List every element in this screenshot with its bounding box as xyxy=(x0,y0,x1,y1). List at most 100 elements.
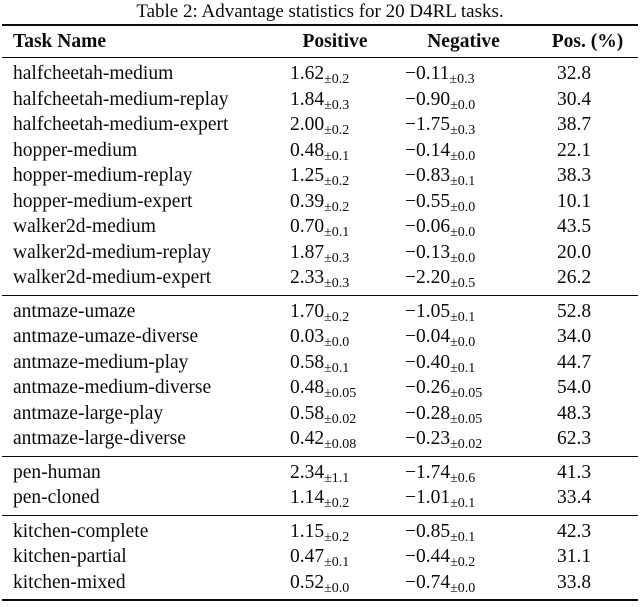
negative-value-cell: −0.55±0.0 xyxy=(390,189,537,215)
column-header-positive: Positive xyxy=(280,25,390,58)
mean-value: 0.42 xyxy=(290,428,325,449)
mean-value: 1.15 xyxy=(290,520,325,542)
positive-value-cell: 1.87±0.3 xyxy=(280,240,390,266)
table-caption: Table 2: Advantage statistics for 20 D4R… xyxy=(136,1,504,22)
table-row: kitchen-partial 0.47±0.1 −0.44±0.2 31.1 xyxy=(2,544,638,570)
positive-percent-cell: 48.3 xyxy=(557,402,592,424)
std-subscript: ±0.1 xyxy=(324,148,350,164)
table-row: antmaze-medium-play 0.58±0.1 −0.40±0.1 44.7 xyxy=(2,350,638,376)
positive-percent-cell: 31.1 xyxy=(557,546,592,567)
positive-value-cell: 0.52±0.0 xyxy=(280,570,390,601)
positive-percent-cell: 41.3 xyxy=(557,461,592,483)
std-subscript: ±0.2 xyxy=(324,309,350,325)
std-subscript: ±0.0 xyxy=(450,250,476,266)
std-subscript: ±0.1 xyxy=(450,174,476,189)
task-name-cell: kitchen-mixed xyxy=(13,571,126,593)
task-name-cell: pen-human xyxy=(13,461,101,483)
table-row: hopper-medium-replay 1.25±0.2 −0.83±0.1 38.… xyxy=(2,163,638,189)
positive-percent-cell: 38.7 xyxy=(557,114,592,135)
positive-value-cell: 0.58±0.1 xyxy=(280,350,390,376)
mean-value: 1.25 xyxy=(290,165,325,186)
mean-value: 1.87 xyxy=(290,241,325,263)
table-row: halfcheetah-medium-expert 2.00±0.2 −1.75±0… xyxy=(2,112,638,138)
std-subscript: ±0.2 xyxy=(450,555,476,570)
negative-value-cell: −1.05±0.1 xyxy=(390,295,537,325)
positive-value-cell: 1.84±0.3 xyxy=(280,87,390,113)
positive-percent-cell: 30.4 xyxy=(557,88,592,110)
positive-value-cell: 0.03±0.0 xyxy=(280,324,390,350)
std-subscript: ±0.0 xyxy=(324,335,350,350)
positive-percent-cell: 44.7 xyxy=(557,351,592,373)
negative-value-cell: −0.90±0.0 xyxy=(390,87,537,113)
std-subscript: ±0.08 xyxy=(324,437,357,452)
positive-value-cell: 0.42±0.08 xyxy=(280,426,390,456)
mean-value: 2.34 xyxy=(290,461,325,483)
negative-value-cell: −1.75±0.3 xyxy=(390,112,537,138)
negative-value-cell: −1.01±0.1 xyxy=(390,485,537,515)
task-name-cell: walker2d-medium xyxy=(13,216,156,237)
positive-value-cell: 0.48±0.1 xyxy=(280,138,390,164)
negative-value-cell: −0.40±0.1 xyxy=(390,350,537,376)
task-name-cell: hopper-medium-replay xyxy=(13,165,193,186)
mean-value: 1.14 xyxy=(290,487,325,508)
table-row: antmaze-large-play 0.58±0.02 −0.28±0.05 48.… xyxy=(2,401,638,427)
task-name-cell: halfcheetah-medium-expert xyxy=(13,114,229,135)
mean-value: −2.20 xyxy=(405,267,451,288)
mean-value: −0.11 xyxy=(405,63,450,84)
negative-value-cell: −0.23±0.02 xyxy=(390,426,537,456)
task-name-cell: walker2d-medium-expert xyxy=(13,267,212,288)
table-row: pen-cloned 1.14±0.2 −1.01±0.1 33.4 xyxy=(2,485,638,515)
positive-percent-cell: 32.8 xyxy=(557,63,592,84)
column-header-pos-percent: Pos. (%) xyxy=(537,25,638,58)
mean-value: −0.06 xyxy=(405,216,451,237)
std-subscript: ±0.2 xyxy=(324,123,350,138)
std-subscript: ±0.3 xyxy=(449,72,475,87)
task-name-cell: halfcheetah-medium xyxy=(13,63,174,84)
positive-value-cell: 0.70±0.1 xyxy=(280,214,390,240)
table-row: hopper-medium 0.48±0.1 −0.14±0.0 22.1 xyxy=(2,138,638,164)
table-row: kitchen-mixed 0.52±0.0 −0.74±0.0 33.8 xyxy=(2,570,638,601)
mean-value: 0.52 xyxy=(290,571,325,593)
negative-value-cell: −2.20±0.5 xyxy=(390,265,537,295)
positive-value-cell: 1.62±0.2 xyxy=(280,58,390,87)
positive-value-cell: 1.15±0.2 xyxy=(280,515,390,545)
positive-value-cell: 1.25±0.2 xyxy=(280,163,390,189)
std-subscript: ±0.05 xyxy=(324,386,357,401)
table-row: kitchen-complete 1.15±0.2 −0.85±0.1 42.3 xyxy=(2,515,638,545)
task-name-cell: pen-cloned xyxy=(13,487,100,508)
column-header-negative: Negative xyxy=(390,25,537,58)
negative-value-cell: −0.85±0.1 xyxy=(390,515,537,545)
mean-value: −0.28 xyxy=(405,402,451,424)
mean-value: 1.84 xyxy=(290,88,325,110)
table-row: pen-human 2.34±1.1 −1.74±0.6 41.3 xyxy=(2,456,638,486)
mean-value: −1.74 xyxy=(405,461,451,483)
table-row: antmaze-medium-diverse 0.48±0.05 −0.26±0.0… xyxy=(2,375,638,401)
mean-value: −0.13 xyxy=(405,241,451,263)
table-section: halfcheetah-medium 1.62±0.2 −0.11±0.3 32.8 h… xyxy=(2,58,638,295)
advantage-statistics-table: Task Name Positive Negative Pos. (%) hal… xyxy=(2,24,638,601)
std-subscript: ±0.02 xyxy=(324,411,357,427)
table-row: walker2d-medium-replay 1.87±0.3 −0.13±0.0 2… xyxy=(2,240,638,266)
mean-value: 0.47 xyxy=(290,546,325,567)
std-subscript: ±0.02 xyxy=(450,437,483,452)
negative-value-cell: −0.44±0.2 xyxy=(390,544,537,570)
table-row: antmaze-umaze-diverse 0.03±0.0 −0.04±0.0 34… xyxy=(2,324,638,350)
positive-percent-cell: 42.3 xyxy=(557,520,592,542)
negative-value-cell: −0.83±0.1 xyxy=(390,163,537,189)
task-name-cell: halfcheetah-medium-replay xyxy=(13,88,229,110)
positive-percent-cell: 26.2 xyxy=(557,267,592,288)
task-name-cell: antmaze-large-diverse xyxy=(13,428,186,449)
std-subscript: ±0.1 xyxy=(450,309,476,325)
mean-value: 0.58 xyxy=(290,402,325,424)
std-subscript: ±0.0 xyxy=(450,148,476,164)
std-subscript: ±0.6 xyxy=(450,470,476,486)
negative-value-cell: −0.28±0.05 xyxy=(390,401,537,427)
std-subscript: ±1.1 xyxy=(324,470,350,486)
std-subscript: ±0.1 xyxy=(324,225,350,240)
std-subscript: ±0.2 xyxy=(324,529,350,545)
task-name-cell: kitchen-partial xyxy=(13,546,127,567)
positive-value-cell: 2.33±0.3 xyxy=(280,265,390,295)
task-name-cell: antmaze-umaze xyxy=(13,300,136,322)
positive-value-cell: 1.14±0.2 xyxy=(280,485,390,515)
